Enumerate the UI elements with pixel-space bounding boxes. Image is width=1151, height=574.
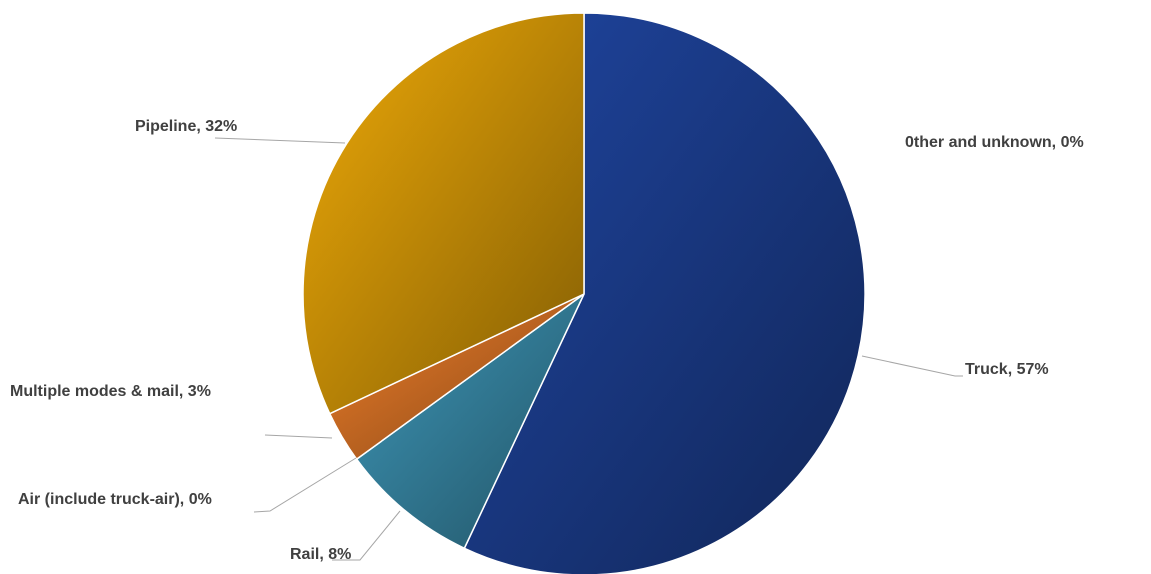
data-label: Pipeline, 32% — [135, 118, 237, 135]
data-label: Air (include truck-air), 0% — [18, 491, 212, 508]
leader-line — [861, 355, 963, 377]
leader-line — [253, 457, 357, 513]
leader-line — [264, 434, 333, 439]
pie-slice — [302, 12, 585, 415]
data-label: Truck, 57% — [965, 361, 1049, 378]
pie-slice — [355, 293, 585, 550]
data-label: Multiple modes & mail, 3% — [10, 383, 211, 400]
data-label: 0ther and unknown, 0% — [905, 134, 1084, 151]
data-label: Rail, 8% — [290, 546, 351, 563]
leader-line — [214, 137, 346, 144]
leader-line — [332, 510, 401, 561]
